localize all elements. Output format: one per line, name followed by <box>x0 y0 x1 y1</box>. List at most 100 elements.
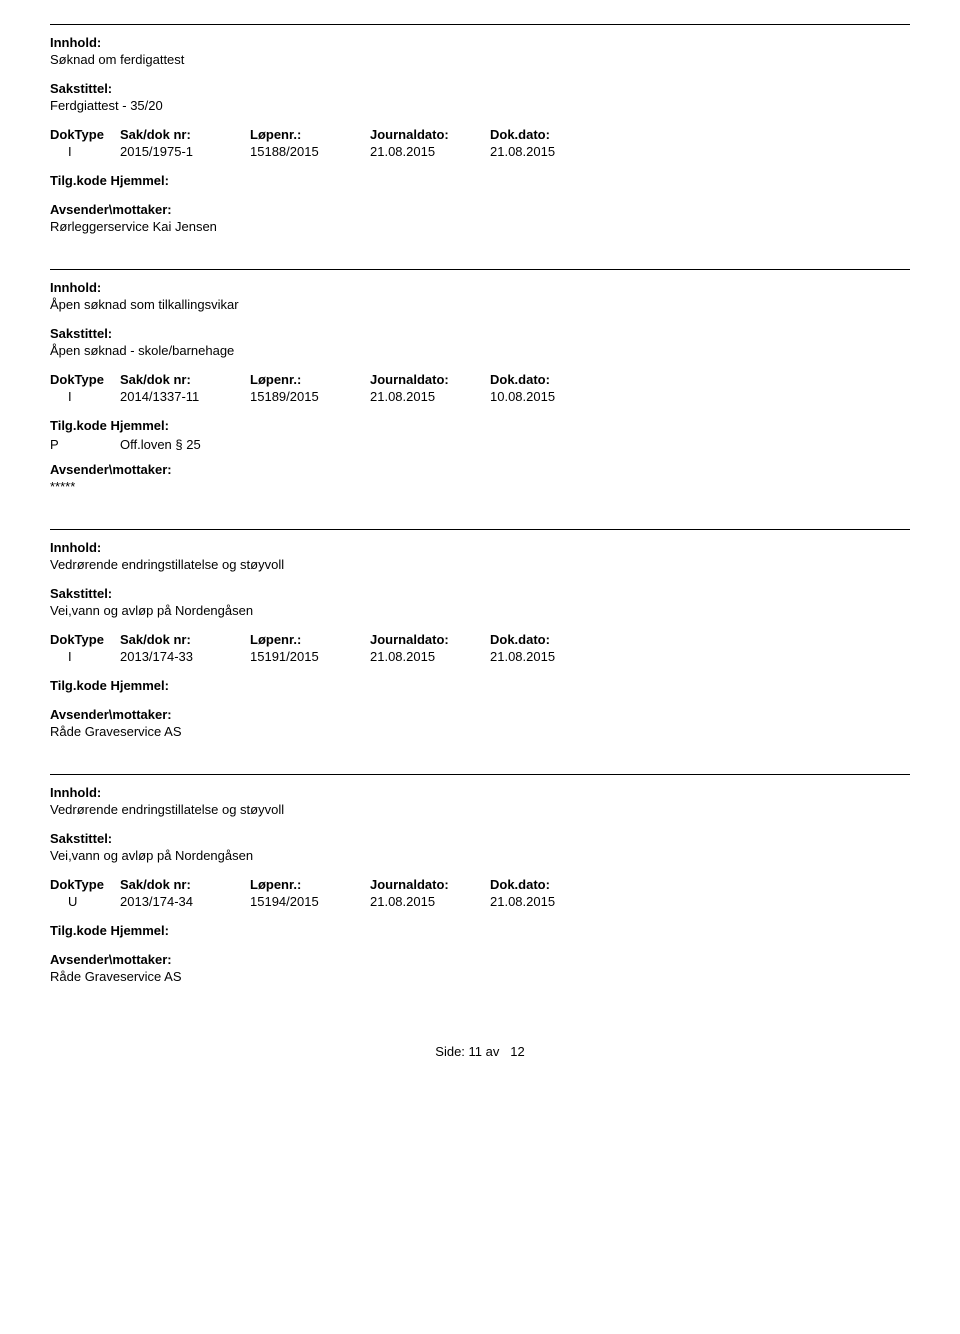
lopenr-header: Løpenr.: <box>250 877 370 892</box>
tilg-row: Tilg.kode Hjemmel: <box>50 418 910 433</box>
avsender-value: Rørleggerservice Kai Jensen <box>50 219 910 234</box>
table-header-row: DokType Sak/dok nr: Løpenr.: Journaldato… <box>50 372 910 387</box>
sakstittel-label: Sakstittel: <box>50 326 910 341</box>
doktype-header: DokType <box>50 877 120 892</box>
innhold-value: Åpen søknad som tilkallingsvikar <box>50 297 910 312</box>
table-row: U 2013/174-34 15194/2015 21.08.2015 21.0… <box>50 894 910 909</box>
avsender-label: Avsender\mottaker: <box>50 707 910 722</box>
tilg-row: Tilg.kode Hjemmel: <box>50 678 910 693</box>
page-footer: Side: 11 av 12 <box>50 1044 910 1059</box>
innhold-value: Vedrørende endringstillatelse og støyvol… <box>50 557 910 572</box>
journal-entry: Innhold: Vedrørende endringstillatelse o… <box>50 774 910 984</box>
dokdato-value: 10.08.2015 <box>490 389 610 404</box>
doktype-header: DokType <box>50 372 120 387</box>
dokdato-header: Dok.dato: <box>490 372 610 387</box>
tilgkode-label: Tilg.kode <box>50 418 107 433</box>
tilgkode-label: Tilg.kode <box>50 923 107 938</box>
dokdato-value: 21.08.2015 <box>490 649 610 664</box>
innhold-label: Innhold: <box>50 540 910 555</box>
innhold-value: Vedrørende endringstillatelse og støyvol… <box>50 802 910 817</box>
lopenr-value: 15189/2015 <box>250 389 370 404</box>
table-row: I 2014/1337-11 15189/2015 21.08.2015 10.… <box>50 389 910 404</box>
dokdato-header: Dok.dato: <box>490 632 610 647</box>
sakstittel-value: Vei,vann og avløp på Nordengåsen <box>50 603 910 618</box>
lopenr-value: 15191/2015 <box>250 649 370 664</box>
journal-entry: Innhold: Søknad om ferdigattest Sakstitt… <box>50 24 910 234</box>
avsender-value: Råde Graveservice AS <box>50 969 910 984</box>
table-row: I 2015/1975-1 15188/2015 21.08.2015 21.0… <box>50 144 910 159</box>
hjemmel-label: Hjemmel: <box>110 678 169 693</box>
sakdok-header: Sak/dok nr: <box>120 372 250 387</box>
avsender-value: Råde Graveservice AS <box>50 724 910 739</box>
tilg-row: Tilg.kode Hjemmel: <box>50 923 910 938</box>
dokdato-value: 21.08.2015 <box>490 144 610 159</box>
sakdok-header: Sak/dok nr: <box>120 632 250 647</box>
journaldato-value: 21.08.2015 <box>370 894 490 909</box>
table-header-row: DokType Sak/dok nr: Løpenr.: Journaldato… <box>50 877 910 892</box>
hjemmel-value: Off.loven § 25 <box>120 437 201 452</box>
journaldato-value: 21.08.2015 <box>370 389 490 404</box>
hjemmel-label: Hjemmel: <box>110 418 169 433</box>
doktype-value: U <box>50 894 120 909</box>
tilg-row: Tilg.kode Hjemmel: <box>50 173 910 188</box>
avsender-label: Avsender\mottaker: <box>50 952 910 967</box>
doktype-header: DokType <box>50 127 120 142</box>
table-header-row: DokType Sak/dok nr: Løpenr.: Journaldato… <box>50 127 910 142</box>
dokdato-header: Dok.dato: <box>490 877 610 892</box>
table-row: I 2013/174-33 15191/2015 21.08.2015 21.0… <box>50 649 910 664</box>
doktype-value: I <box>50 649 120 664</box>
av-label: av <box>486 1044 500 1059</box>
journal-entry: Innhold: Vedrørende endringstillatelse o… <box>50 529 910 739</box>
doktype-header: DokType <box>50 632 120 647</box>
sakstittel-label: Sakstittel: <box>50 586 910 601</box>
avsender-label: Avsender\mottaker: <box>50 202 910 217</box>
journaldato-header: Journaldato: <box>370 877 490 892</box>
lopenr-value: 15194/2015 <box>250 894 370 909</box>
tilgkode-label: Tilg.kode <box>50 678 107 693</box>
sakdok-value: 2014/1337-11 <box>120 389 250 404</box>
divider <box>50 269 910 270</box>
journaldato-header: Journaldato: <box>370 372 490 387</box>
dokdato-header: Dok.dato: <box>490 127 610 142</box>
sakstittel-value: Ferdgiattest - 35/20 <box>50 98 910 113</box>
sakdok-header: Sak/dok nr: <box>120 127 250 142</box>
innhold-label: Innhold: <box>50 280 910 295</box>
hjemmel-label: Hjemmel: <box>110 923 169 938</box>
lopenr-header: Løpenr.: <box>250 632 370 647</box>
lopenr-header: Løpenr.: <box>250 372 370 387</box>
page-current: 11 <box>469 1044 483 1059</box>
side-label: Side: <box>435 1044 465 1059</box>
sakdok-value: 2013/174-33 <box>120 649 250 664</box>
table-header-row: DokType Sak/dok nr: Løpenr.: Journaldato… <box>50 632 910 647</box>
journaldato-value: 21.08.2015 <box>370 649 490 664</box>
sakstittel-label: Sakstittel: <box>50 831 910 846</box>
tilgkode-label: Tilg.kode <box>50 173 107 188</box>
sakstittel-value: Vei,vann og avløp på Nordengåsen <box>50 848 910 863</box>
divider <box>50 529 910 530</box>
doktype-value: I <box>50 144 120 159</box>
dokdato-value: 21.08.2015 <box>490 894 610 909</box>
hjemmel-label: Hjemmel: <box>110 173 169 188</box>
journal-entry: Innhold: Åpen søknad som tilkallingsvika… <box>50 269 910 494</box>
lopenr-header: Løpenr.: <box>250 127 370 142</box>
journaldato-value: 21.08.2015 <box>370 144 490 159</box>
lopenr-value: 15188/2015 <box>250 144 370 159</box>
journaldato-header: Journaldato: <box>370 632 490 647</box>
avsender-label: Avsender\mottaker: <box>50 462 910 477</box>
journaldato-header: Journaldato: <box>370 127 490 142</box>
sakdok-header: Sak/dok nr: <box>120 877 250 892</box>
tilg-values: P Off.loven § 25 <box>50 437 910 452</box>
page-total: 12 <box>510 1044 524 1059</box>
sakdok-value: 2013/174-34 <box>120 894 250 909</box>
divider <box>50 774 910 775</box>
sakstittel-value: Åpen søknad - skole/barnehage <box>50 343 910 358</box>
sakstittel-label: Sakstittel: <box>50 81 910 96</box>
doktype-value: I <box>50 389 120 404</box>
avsender-value: ***** <box>50 479 910 494</box>
sakdok-value: 2015/1975-1 <box>120 144 250 159</box>
innhold-value: Søknad om ferdigattest <box>50 52 910 67</box>
innhold-label: Innhold: <box>50 35 910 50</box>
divider <box>50 24 910 25</box>
tilgcode-value: P <box>50 437 120 452</box>
innhold-label: Innhold: <box>50 785 910 800</box>
